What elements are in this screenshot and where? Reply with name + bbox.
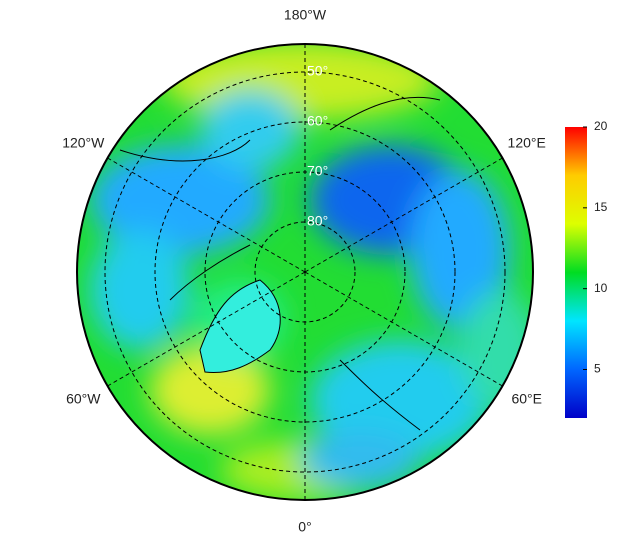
graticule: 50° 60° 70° 80°: [104, 44, 506, 500]
longitude-label: 0°: [298, 519, 311, 535]
longitude-label: 60°E: [511, 391, 542, 407]
latitude-label: 50°: [307, 63, 328, 79]
longitude-line: [304, 157, 503, 273]
longitude-label: 180°W: [284, 7, 327, 23]
longitude-label: 120°W: [62, 135, 105, 151]
longitude-label: 120°E: [508, 135, 546, 151]
latitude-line: [154, 121, 456, 423]
colorbar: [565, 127, 587, 418]
longitude-label: 60°W: [66, 391, 101, 407]
colorbar-tick-label: 10: [594, 281, 608, 295]
longitude-line: [107, 271, 306, 387]
latitude-label: 80°: [307, 213, 328, 229]
latitude-line: [104, 71, 506, 473]
colorbar-tick-label: 20: [594, 119, 608, 133]
colorbar-tick-label: 15: [594, 200, 608, 214]
longitude-line: [107, 157, 306, 273]
latitude-label: 70°: [307, 163, 328, 179]
longitude-line: [304, 271, 503, 387]
latitude-label: 60°: [307, 113, 328, 129]
colorbar-tick-label: 5: [594, 362, 601, 376]
map-border: [76, 43, 534, 501]
